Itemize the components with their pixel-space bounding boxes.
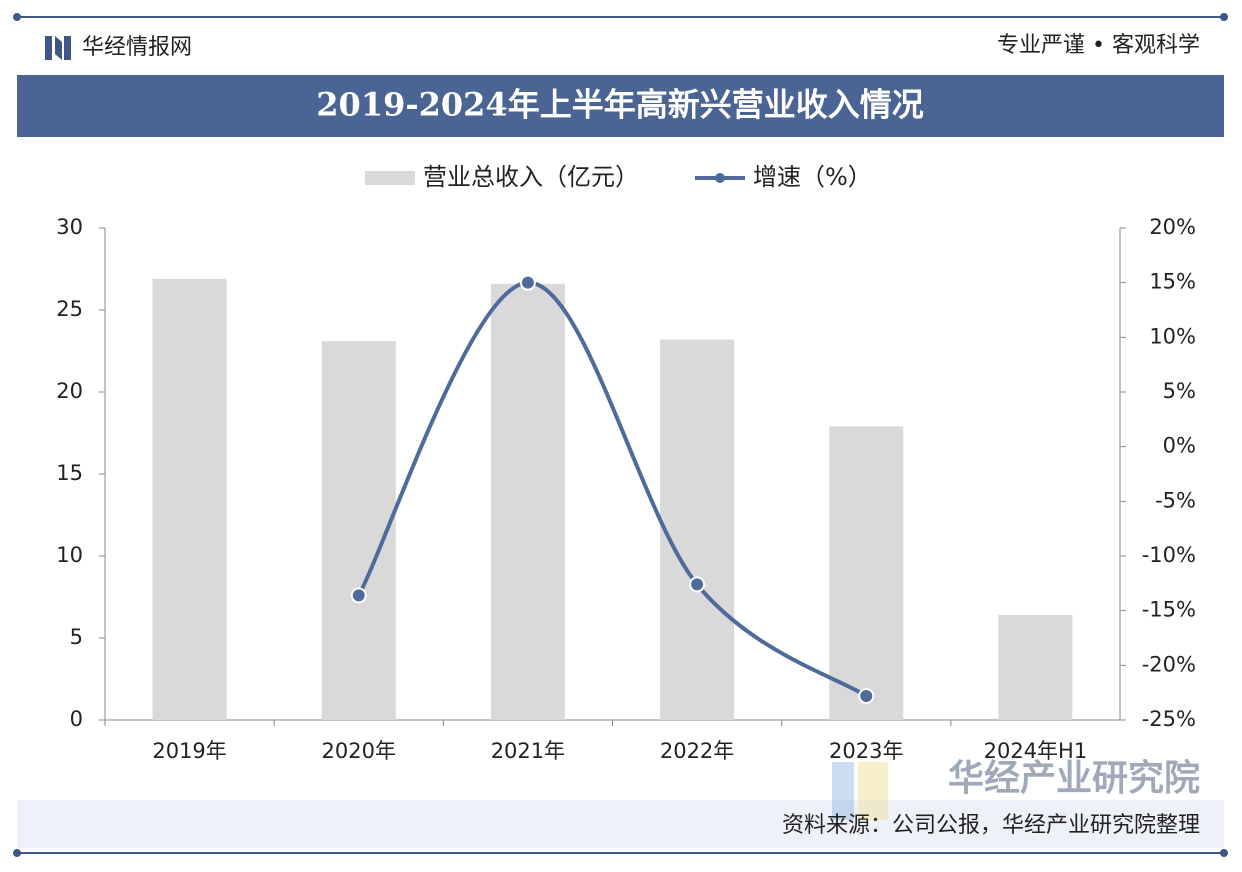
y-tick-label: 0 bbox=[70, 707, 83, 731]
bar bbox=[321, 341, 396, 720]
bar bbox=[829, 426, 904, 720]
x-tick-label: 2020年 bbox=[322, 739, 396, 763]
y2-tick-label: 0% bbox=[1163, 434, 1196, 458]
y-tick-label: 5 bbox=[70, 625, 83, 649]
y2-tick-label: 15% bbox=[1149, 270, 1196, 294]
source-note: 资料来源：公司公报，华经产业研究院整理 bbox=[782, 813, 1200, 838]
y2-tick-label: 20% bbox=[1149, 215, 1196, 239]
legend-label: 增速（%） bbox=[753, 163, 872, 191]
y-tick-label: 10 bbox=[56, 543, 83, 567]
brand: 华经情报网 bbox=[82, 35, 192, 60]
x-tick-label: 2023年 bbox=[829, 739, 903, 763]
y2-tick-label: 10% bbox=[1149, 324, 1196, 348]
plot: 0 5 10 15 20 25 30 -25% -20% -15% -10% -5% 0% 5% 10% 15… bbox=[56, 163, 1196, 763]
logo bbox=[45, 36, 71, 60]
bar bbox=[152, 278, 227, 720]
y-tick-label: 25 bbox=[56, 297, 83, 321]
bar bbox=[998, 615, 1073, 720]
y2-tick-label: -25% bbox=[1142, 707, 1196, 731]
rule-dot bbox=[13, 849, 21, 857]
bar bbox=[490, 283, 565, 720]
x-tick-label: 2022年 bbox=[660, 739, 734, 763]
point bbox=[519, 274, 536, 291]
line bbox=[356, 280, 868, 698]
y2-tick-label: -5% bbox=[1155, 488, 1196, 512]
title-bar bbox=[17, 75, 1224, 137]
chart-title: 2019-2024年上半年高新兴营业收入情况 bbox=[316, 86, 923, 124]
y2-tick-label: -10% bbox=[1142, 543, 1196, 567]
rule-dot bbox=[1220, 13, 1228, 21]
y-tick-label: 30 bbox=[56, 215, 83, 239]
x-tick-label: 2021年 bbox=[491, 739, 565, 763]
legend-label: 营业总收入（亿元） bbox=[423, 163, 639, 191]
x-tick-label: 2024年H1 bbox=[984, 739, 1088, 763]
x-tick-label: 2019年 bbox=[152, 739, 226, 763]
point bbox=[858, 687, 875, 704]
watermark-logo bbox=[832, 762, 888, 820]
rule-dot bbox=[13, 13, 21, 21]
watermark: 华经产业研究院 bbox=[948, 758, 1200, 799]
slogan: 专业严谨 • 客观科学 bbox=[997, 33, 1200, 58]
y-tick-label: 15 bbox=[56, 461, 83, 485]
rule-dot bbox=[1220, 849, 1228, 857]
y2-tick-label: -15% bbox=[1142, 598, 1196, 622]
y-tick-label: 20 bbox=[56, 379, 83, 403]
point bbox=[350, 587, 367, 604]
y2-tick-label: -20% bbox=[1142, 652, 1196, 676]
legend-swatch bbox=[715, 173, 725, 183]
footer-band bbox=[17, 800, 1224, 848]
legend-swatch bbox=[365, 171, 415, 185]
point bbox=[689, 576, 706, 593]
bar bbox=[660, 339, 735, 720]
y2-tick-label: 5% bbox=[1163, 379, 1196, 403]
